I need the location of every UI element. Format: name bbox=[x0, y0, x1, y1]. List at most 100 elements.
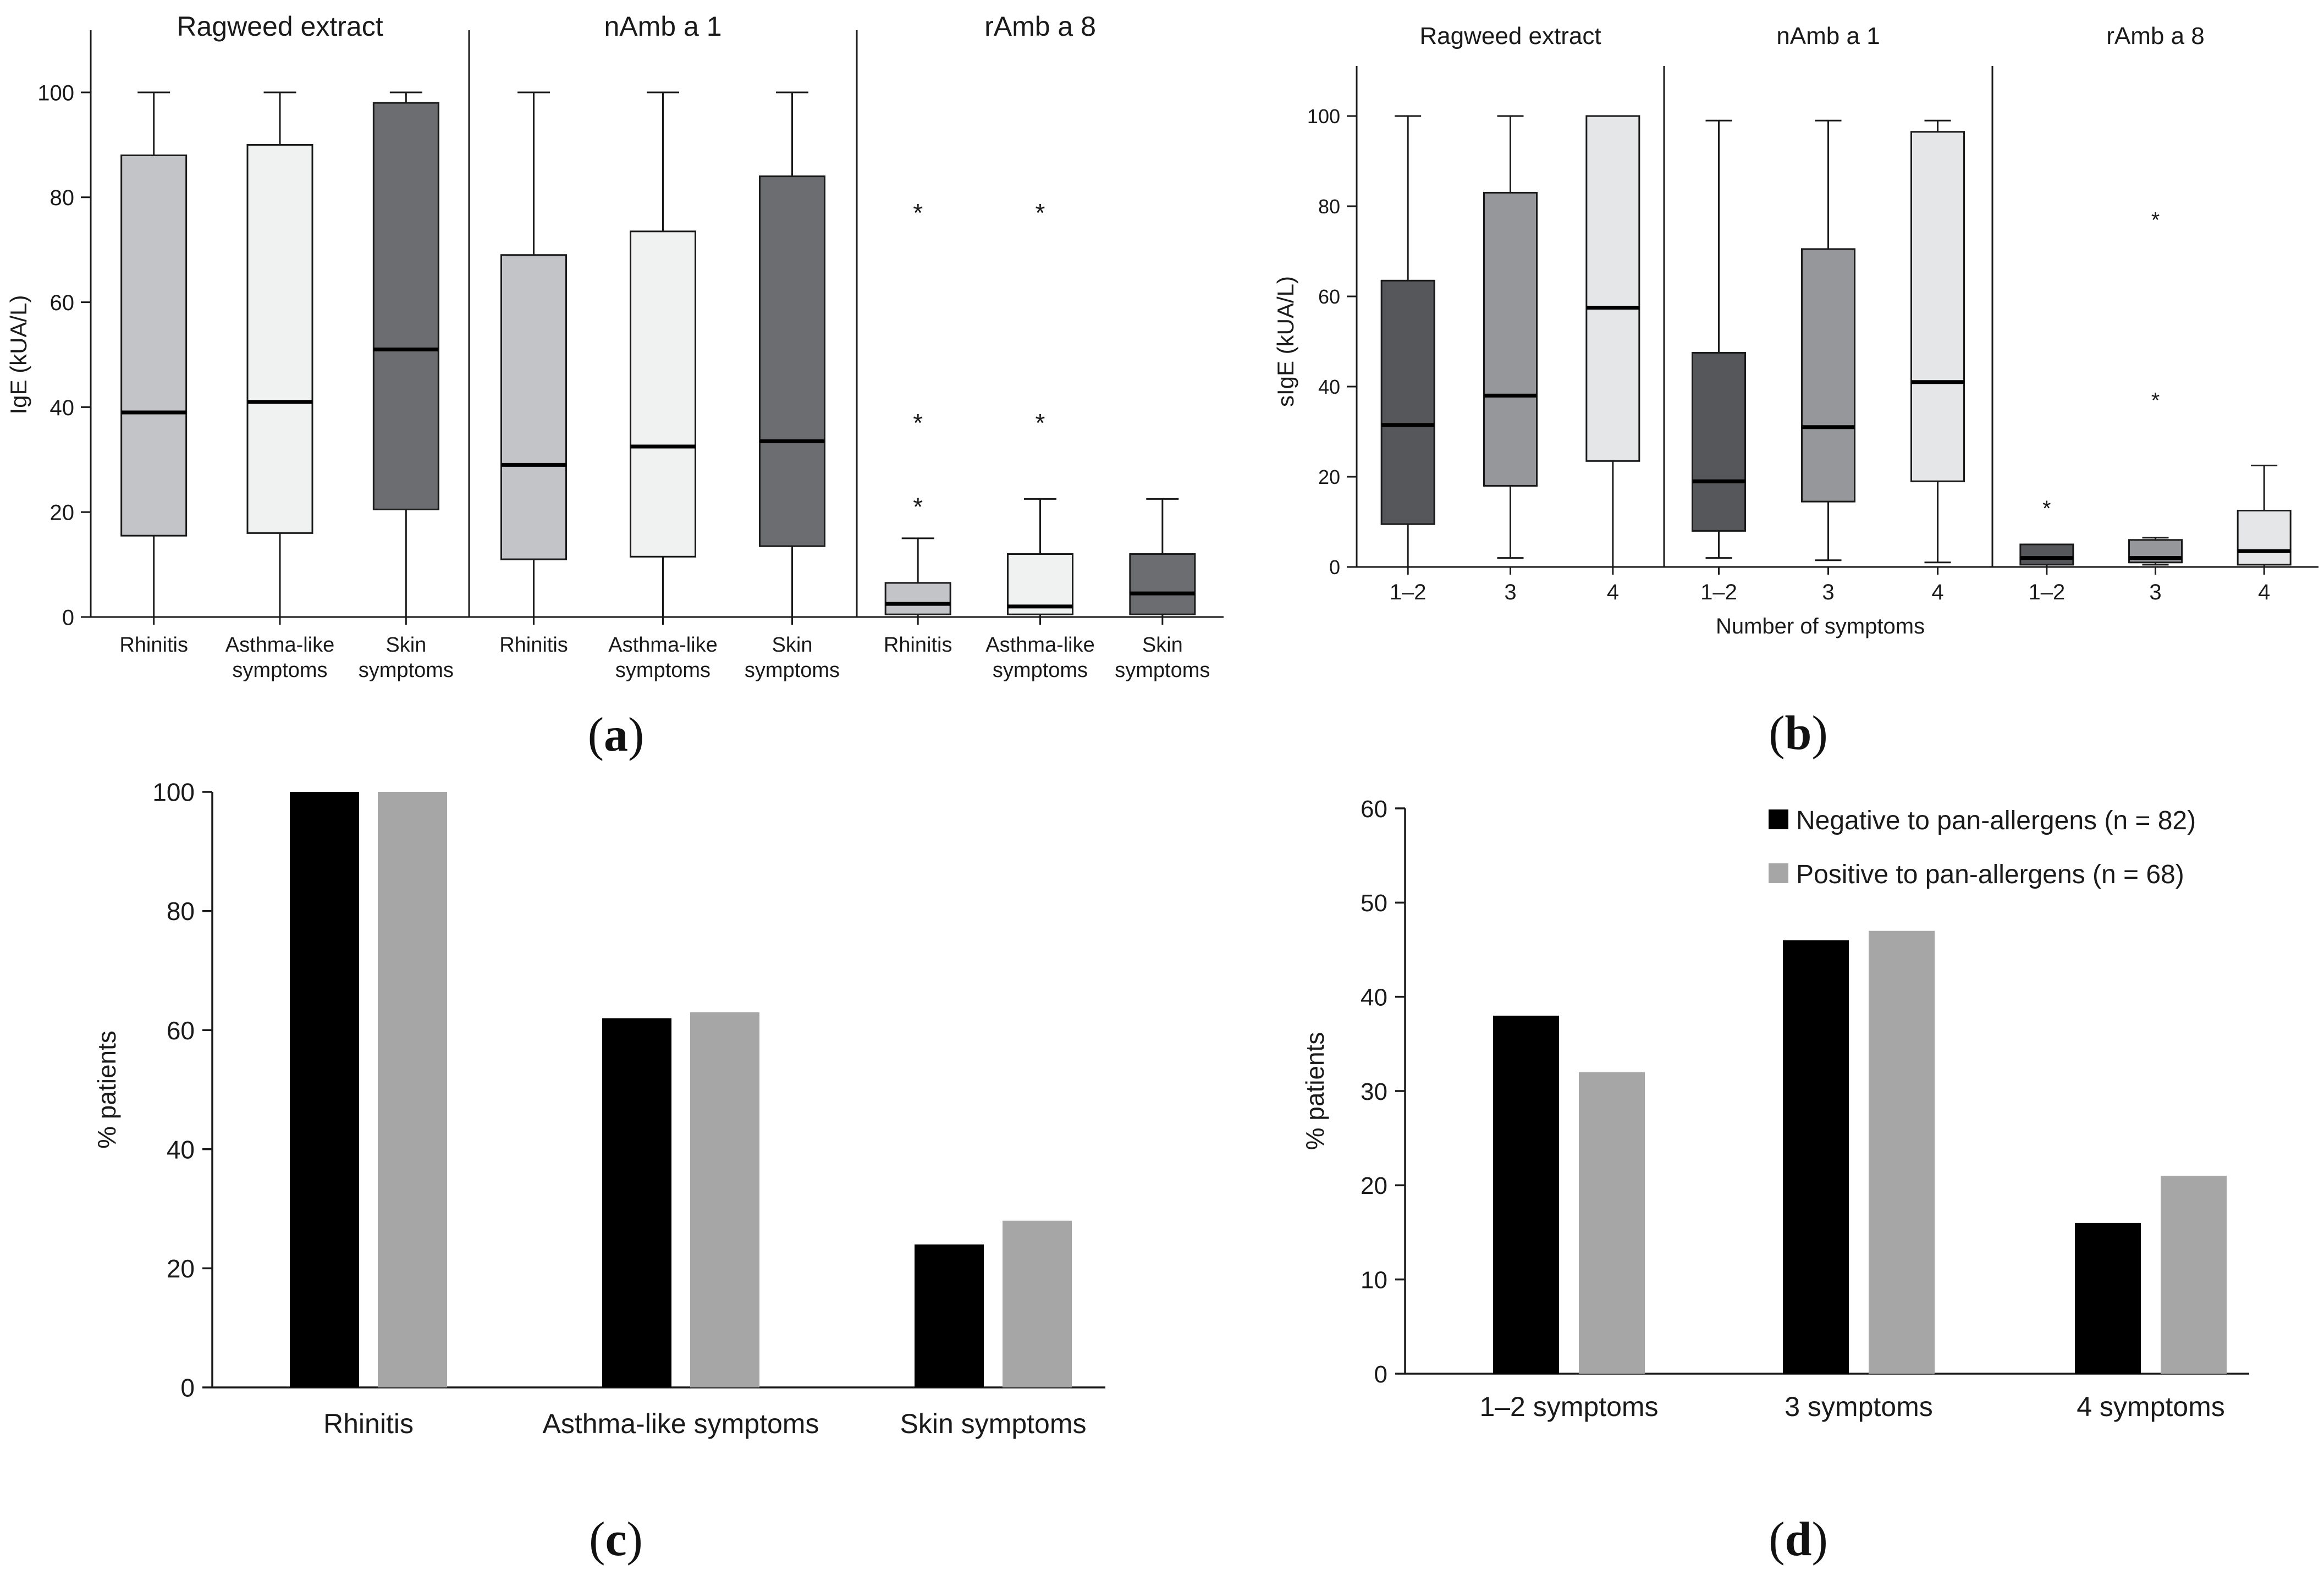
box-iqr bbox=[1585, 115, 1640, 462]
box-iqr bbox=[2237, 510, 2292, 566]
x-axis-label: Number of symptoms bbox=[1716, 614, 1925, 638]
bar bbox=[915, 1244, 984, 1387]
x-category-label: 3 bbox=[2149, 580, 2161, 604]
y-tick-label: 10 bbox=[1361, 1267, 1387, 1294]
legend-swatch bbox=[1769, 809, 1788, 829]
box-iqr bbox=[630, 230, 696, 558]
x-category-label: 1–2 bbox=[1390, 580, 1427, 604]
x-category-label: 4 symptoms bbox=[2077, 1391, 2225, 1422]
y-tick-label: 20 bbox=[1318, 466, 1340, 488]
y-tick-label: 40 bbox=[50, 396, 75, 420]
y-tick-label: 80 bbox=[167, 897, 195, 926]
y-tick-label: 0 bbox=[1374, 1361, 1387, 1388]
x-category-label: Rhinitis bbox=[323, 1408, 414, 1439]
y-tick-label: 20 bbox=[1361, 1172, 1387, 1199]
y-axis-label: % patients bbox=[1301, 1032, 1329, 1150]
y-tick-label: 0 bbox=[180, 1374, 195, 1402]
box-iqr bbox=[1007, 553, 1073, 615]
y-tick-label: 80 bbox=[1318, 195, 1340, 218]
x-category-label: 4 bbox=[1607, 580, 1619, 604]
bar bbox=[378, 792, 447, 1387]
y-tick-label: 60 bbox=[50, 291, 75, 315]
outlier-marker: * bbox=[913, 199, 923, 227]
x-category-label: 3 bbox=[1822, 580, 1834, 604]
box-iqr bbox=[246, 144, 313, 534]
y-tick-label: 40 bbox=[1318, 376, 1340, 398]
box-iqr bbox=[500, 254, 567, 560]
bar bbox=[2075, 1222, 2141, 1374]
box-iqr bbox=[1692, 352, 1746, 532]
x-category-label: Skin bbox=[386, 633, 426, 657]
y-tick-label: 50 bbox=[1361, 890, 1387, 917]
legend-label: Negative to pan-allergens (n = 82) bbox=[1796, 806, 2196, 835]
x-category-label: symptoms bbox=[359, 659, 454, 682]
y-axis-label: sIgE (kUA/L) bbox=[1273, 276, 1298, 407]
outlier-marker: * bbox=[1036, 199, 1045, 227]
y-tick-label: 60 bbox=[1318, 285, 1340, 308]
x-category-label: symptoms bbox=[993, 659, 1088, 682]
bar bbox=[1869, 930, 1935, 1374]
x-category-label: 4 bbox=[2258, 580, 2270, 604]
bar bbox=[1783, 940, 1849, 1374]
legend-label: Positive to pan-allergens (n = 68) bbox=[1796, 860, 2184, 889]
outlier-marker: * bbox=[2151, 388, 2160, 412]
chart-c-percent-patients-by-symptom: 0 20 40 60 80 100 % patients Rhinitis Asthma-lik… bbox=[92, 778, 1105, 1566]
chart-caption: (a) bbox=[588, 708, 645, 762]
outlier-marker: * bbox=[1036, 409, 1045, 437]
y-axis-label: IgE (kUA/L) bbox=[5, 295, 31, 414]
y-tick-label: 0 bbox=[1329, 556, 1340, 579]
panel-title: Ragweed extract bbox=[177, 11, 383, 42]
y-tick-label: 100 bbox=[37, 81, 74, 105]
box-iqr bbox=[2019, 543, 2074, 566]
y-tick-label: 20 bbox=[167, 1254, 195, 1283]
x-category-label: Rhinitis bbox=[884, 633, 952, 657]
bar bbox=[1579, 1072, 1645, 1374]
x-category-label: 3 symptoms bbox=[1785, 1391, 1933, 1422]
y-tick-label: 100 bbox=[152, 778, 195, 807]
y-axis-label: % patients bbox=[92, 1031, 121, 1149]
y-tick-label: 40 bbox=[167, 1135, 195, 1164]
bar bbox=[2161, 1176, 2227, 1374]
box-iqr bbox=[884, 582, 951, 615]
panel-title: nAmb a 1 bbox=[604, 11, 722, 42]
box-iqr bbox=[1129, 553, 1196, 615]
outlier-marker: * bbox=[913, 492, 923, 521]
y-tick-label: 100 bbox=[1307, 105, 1340, 128]
box-iqr bbox=[1483, 191, 1538, 487]
chart-caption: (b) bbox=[1769, 707, 1828, 760]
bar bbox=[1493, 1015, 1559, 1374]
chart-a-ige-by-symptom: 0 20 40 60 80 100 IgE (kUA/L) Ragweed extract Rh… bbox=[5, 11, 1224, 762]
legend-swatch bbox=[1769, 863, 1788, 883]
outlier-marker: * bbox=[2151, 208, 2160, 232]
x-category-label: 1–2 symptoms bbox=[1479, 1391, 1658, 1422]
box-iqr bbox=[120, 154, 188, 537]
x-category-label: Skin symptoms bbox=[900, 1408, 1087, 1439]
x-category-label: 4 bbox=[1931, 580, 1943, 604]
box-iqr bbox=[1380, 279, 1435, 525]
bar bbox=[602, 1018, 671, 1387]
panel-title: rAmb a 8 bbox=[2106, 23, 2205, 49]
box-iqr bbox=[1910, 131, 1965, 482]
bar bbox=[1003, 1220, 1072, 1387]
x-category-label: 1–2 bbox=[1700, 580, 1737, 604]
x-category-label: symptoms bbox=[232, 659, 327, 682]
x-category-label: symptoms bbox=[745, 659, 840, 682]
chart-b-sige-by-symptom-count: 0 20 40 60 80 100 sIgE (kUA/L) Ragweed extract 1… bbox=[1273, 23, 2319, 760]
x-category-label: Rhinitis bbox=[119, 633, 188, 657]
x-category-label: 3 bbox=[1504, 580, 1516, 604]
x-category-label: Rhinitis bbox=[499, 633, 568, 657]
panel-title: rAmb a 8 bbox=[984, 11, 1096, 42]
x-category-label: Asthma-like bbox=[985, 633, 1095, 657]
box-iqr bbox=[1801, 248, 1855, 503]
y-tick-label: 30 bbox=[1361, 1078, 1387, 1105]
x-category-label: 1–2 bbox=[2028, 580, 2065, 604]
x-category-label: Skin bbox=[772, 633, 813, 657]
x-category-label: Asthma-like symptoms bbox=[543, 1408, 819, 1439]
x-category-label: Skin bbox=[1142, 633, 1183, 657]
y-tick-label: 80 bbox=[50, 186, 75, 210]
y-tick-label: 60 bbox=[1361, 796, 1387, 823]
box-iqr bbox=[759, 175, 825, 547]
chart-caption: (c) bbox=[589, 1513, 643, 1566]
x-category-label: Asthma-like bbox=[608, 633, 718, 657]
